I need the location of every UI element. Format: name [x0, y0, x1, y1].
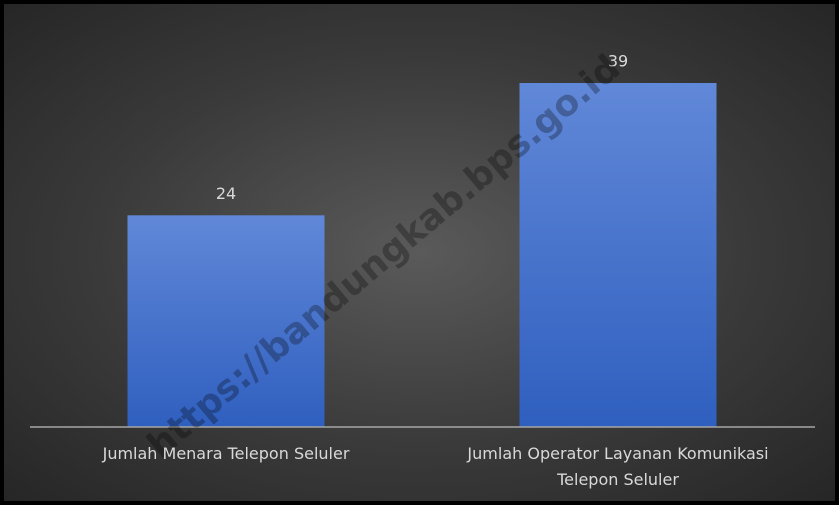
bar	[127, 215, 325, 427]
bar	[519, 83, 717, 427]
data-label: 39	[608, 52, 628, 71]
data-label: 24	[216, 184, 236, 203]
x-tick-label: Jumlah Menara Telepon Seluler	[102, 444, 350, 463]
x-tick-label: Jumlah Operator Layanan Komunikasi Telep…	[467, 444, 769, 489]
